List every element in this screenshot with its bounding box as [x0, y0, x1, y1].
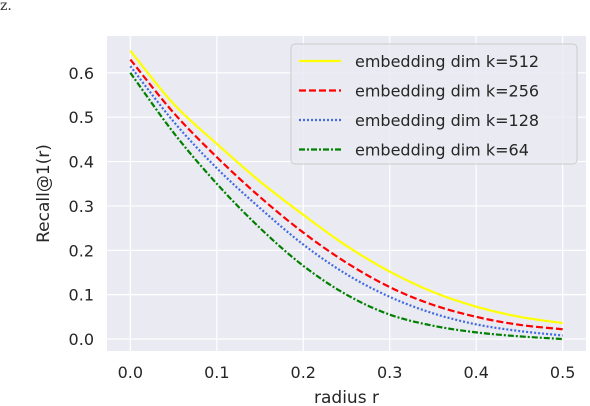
legend: embedding dim k=512 embedding dim k=256 em…: [290, 43, 578, 165]
y-tick-label: 0.3: [69, 197, 94, 216]
legend-label-4: embedding dim k=64: [355, 141, 529, 160]
legend-label-2: embedding dim k=256: [355, 82, 539, 101]
y-tick-label: 0.1: [69, 286, 94, 305]
legend-label-3: embedding dim k=128: [355, 111, 539, 130]
tick-labels: 0.0 0.1 0.2 0.3 0.4 0.5 0.0 0.1 0.2 0.3 0.4 0.5 0.6: [69, 64, 576, 382]
y-axis-label: Recall@1(r): [34, 144, 54, 243]
x-axis-label: radius r: [314, 388, 379, 406]
y-tick-label: 0.2: [69, 241, 94, 260]
series-line-3: [129, 65, 563, 337]
x-tick-label: 0.2: [291, 363, 316, 382]
x-tick-label: 0.5: [550, 363, 575, 382]
legend-label-1: embedding dim k=512: [355, 52, 539, 71]
x-tick-label: 0.4: [463, 363, 488, 382]
series-lines: [129, 49, 563, 341]
series-line-4: [129, 72, 563, 341]
y-tick-label: 0.6: [69, 64, 94, 83]
x-tick-label: 0.3: [377, 363, 402, 382]
y-tick-label: 0.5: [69, 108, 94, 127]
y-tick-label: 0.0: [69, 330, 94, 349]
y-tick-label: 0.4: [69, 153, 94, 172]
x-tick-label: 0.0: [118, 363, 143, 382]
legend-box: [290, 43, 578, 165]
series-line-1: [129, 49, 563, 325]
series-line-2: [129, 58, 563, 331]
corner-text: z.: [0, 0, 12, 14]
x-tick-label: 0.1: [204, 363, 229, 382]
